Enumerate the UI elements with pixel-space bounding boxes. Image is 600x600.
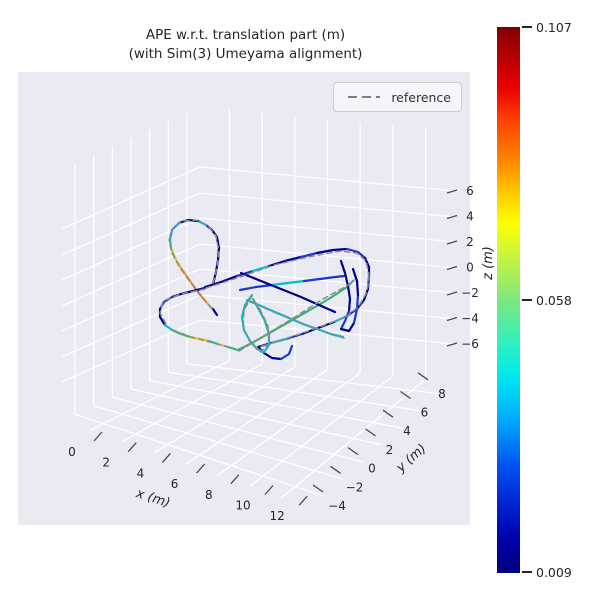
trajectory-reference-dashed bbox=[172, 329, 229, 348]
colorbar-tick-median: 0.058 bbox=[522, 292, 572, 308]
legend-label-reference: reference bbox=[391, 89, 451, 105]
z-axis-tickmark bbox=[446, 240, 458, 245]
z-axis-tick-label: −6 bbox=[461, 337, 479, 351]
y-axis-tick-label: −4 bbox=[328, 499, 346, 513]
trajectory-estimate-segment bbox=[351, 267, 360, 297]
legend: reference bbox=[333, 82, 462, 112]
trajectory-estimate-segment bbox=[302, 274, 346, 283]
z-axis-tick-label: −2 bbox=[461, 286, 479, 300]
plot-title-line1: APE w.r.t. translation part (m) bbox=[145, 27, 346, 43]
x-axis-tickmark bbox=[264, 485, 274, 495]
trajectory-estimate-segment bbox=[339, 309, 351, 331]
z-axis-tickmark bbox=[446, 189, 458, 194]
trajectory-estimate-segment bbox=[315, 247, 349, 255]
y-axis-tick-label: −2 bbox=[346, 480, 364, 494]
trajectory-estimate-segment bbox=[245, 298, 345, 339]
x-axis-tick-label: 2 bbox=[102, 456, 110, 470]
z-axis-tick-label: 2 bbox=[466, 235, 474, 249]
trajectory-estimate-segment bbox=[352, 293, 360, 325]
gridline-x-floor bbox=[217, 372, 361, 476]
colorbar-tick-label-max: 0.107 bbox=[536, 19, 572, 35]
z-axis-tickmark bbox=[446, 214, 458, 220]
x-axis-tickmark bbox=[127, 442, 137, 453]
gridline-x-floor bbox=[281, 378, 427, 499]
plot-title: APE w.r.t. translation part (m) (with Si… bbox=[18, 26, 473, 64]
y-axis-tickmark bbox=[347, 447, 359, 456]
trajectory-estimate-segment bbox=[211, 307, 219, 317]
trajectory-reference-dashed bbox=[205, 250, 370, 289]
y-axis-tick-label: 2 bbox=[386, 443, 394, 457]
z-axis-tickmark bbox=[446, 316, 458, 322]
x-axis-tickmark bbox=[298, 495, 308, 506]
y-axis-tickmark bbox=[312, 484, 324, 493]
trajectory-reference-dashed bbox=[238, 279, 355, 352]
x-axis-tick-label: 0 bbox=[68, 445, 76, 459]
colorbar-tick-label-median: 0.058 bbox=[536, 292, 572, 308]
legend-dashed-line-sample bbox=[348, 96, 381, 98]
x-axis-tick-label: 6 bbox=[171, 477, 179, 491]
z-axis-tickmark bbox=[446, 265, 458, 271]
trajectory-reference-dashed bbox=[255, 274, 370, 349]
colorbar-tickmark bbox=[522, 299, 532, 301]
y-axis-tick-label: 8 bbox=[438, 387, 446, 401]
trajectory-estimate-segment bbox=[251, 264, 271, 273]
x-axis-tickmark bbox=[230, 474, 240, 485]
trajectory-estimate-segment bbox=[226, 345, 240, 352]
y-axis-tickmark bbox=[365, 428, 376, 437]
trajectory-estimate-segment bbox=[279, 344, 294, 361]
trajectory-estimate-segment bbox=[238, 283, 274, 292]
trajectory-estimate-segment bbox=[163, 323, 174, 332]
y-axis-tickmark bbox=[382, 409, 394, 418]
colorbar-tick-min: 0.009 bbox=[522, 564, 572, 580]
z-axis-label: z (m) bbox=[481, 246, 496, 281]
z-axis-tick-label: 4 bbox=[466, 210, 474, 224]
plot-title-line2: (with Sim(3) Umeyama alignment) bbox=[128, 46, 363, 62]
x-axis-tick-label: 8 bbox=[205, 488, 213, 502]
y-axis-tick-label: 0 bbox=[368, 462, 376, 476]
colorbar-tick-max: 0.107 bbox=[522, 19, 572, 35]
gridline-x-floor bbox=[153, 366, 296, 454]
trajectory-estimate-segment bbox=[203, 274, 239, 289]
x-axis-tickmark bbox=[196, 463, 206, 474]
trajectory-reference-dashed bbox=[168, 219, 220, 311]
gridline-x-floor bbox=[90, 360, 230, 431]
trajectory-reference-dashed bbox=[242, 295, 270, 353]
gridline-x-floor bbox=[249, 375, 394, 488]
y-axis-tickmark bbox=[417, 372, 429, 381]
z-axis-tickmark bbox=[446, 291, 458, 296]
trajectory-estimate-segment bbox=[339, 321, 356, 333]
x-axis-tick-label: 10 bbox=[235, 499, 250, 513]
z-axis-tick-label: 0 bbox=[466, 261, 474, 275]
colorbar bbox=[497, 27, 520, 573]
colorbar-tick-label-min: 0.009 bbox=[536, 564, 572, 580]
y-axis-tick-label: 4 bbox=[403, 424, 411, 438]
trajectory-estimate-segment bbox=[345, 247, 367, 260]
y-axis-tick-label: 6 bbox=[421, 406, 429, 420]
x-axis-tick-label: 4 bbox=[137, 466, 145, 480]
gridline-x-floor bbox=[122, 363, 263, 442]
z-axis-tick-label: −4 bbox=[461, 312, 479, 326]
trajectory-reference-dashed bbox=[247, 300, 345, 339]
y-axis-tickmark bbox=[400, 390, 411, 400]
gridline-x-floor bbox=[185, 369, 328, 465]
colorbar-tickmark bbox=[522, 26, 532, 28]
y-axis-tickmark bbox=[330, 465, 341, 474]
trajectory-estimate-segment bbox=[299, 251, 319, 259]
colorbar-tickmark bbox=[522, 571, 532, 573]
trajectory-estimate-segment bbox=[240, 293, 254, 319]
x-axis-tickmark bbox=[161, 452, 171, 463]
z-axis-tickmark bbox=[446, 342, 458, 347]
x-axis-tickmark bbox=[93, 431, 103, 442]
x-axis-tick-label: 12 bbox=[270, 509, 285, 523]
trajectory-estimate-segment bbox=[239, 271, 337, 314]
trajectory-estimate-segment bbox=[270, 279, 306, 287]
z-axis-tick-label: 6 bbox=[466, 184, 474, 198]
